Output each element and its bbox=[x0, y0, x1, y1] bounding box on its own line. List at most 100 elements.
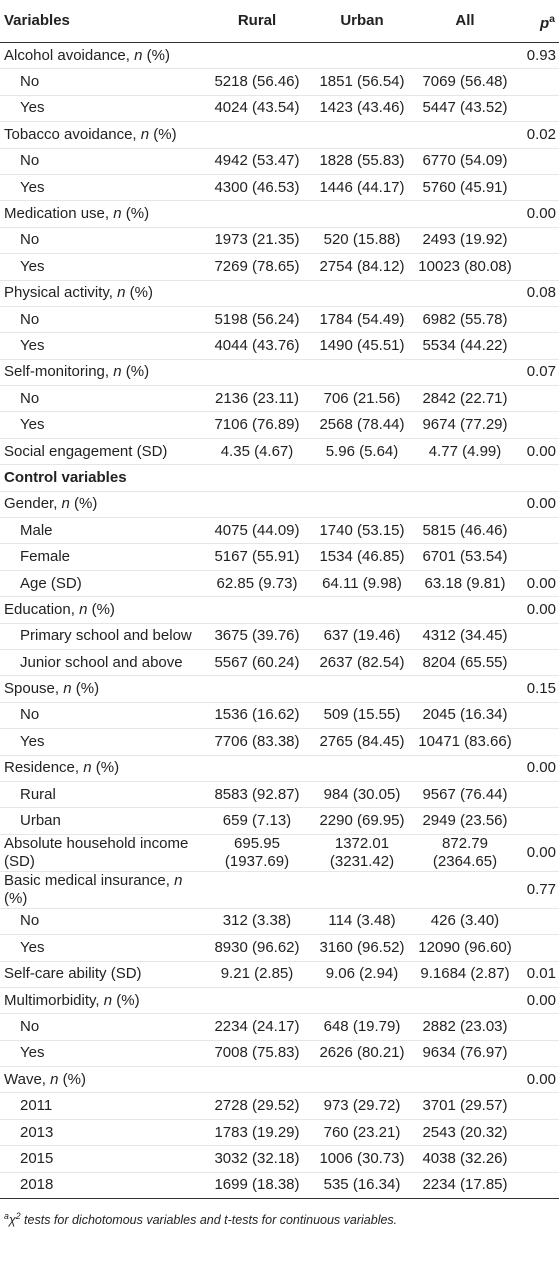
value-cell: 0.00 bbox=[516, 987, 559, 1015]
label: Junior school and above bbox=[20, 653, 183, 671]
label: Residence, bbox=[4, 759, 84, 777]
label-cell: 2011 bbox=[0, 1092, 204, 1120]
table-row: 2018 1699 (18.38) 535 (16.34) 2234 (17.85) bbox=[0, 1172, 559, 1200]
label: Yes bbox=[20, 938, 45, 956]
header-cell: All bbox=[414, 0, 516, 43]
label-rest: (%) bbox=[142, 46, 170, 64]
value-cell bbox=[516, 649, 559, 677]
value: 5815 (46.46) bbox=[422, 521, 508, 539]
value: 3032 (32.18) bbox=[214, 1149, 300, 1167]
table-row: Alcohol avoidance, n (%) 0.93 bbox=[0, 42, 559, 70]
value: 12090 (96.60) bbox=[418, 938, 512, 956]
value-cell bbox=[204, 755, 310, 782]
table-row: 2011 2728 (29.52) 973 (29.72) 3701 (29.57) bbox=[0, 1092, 559, 1120]
value-cell: 2754 (84.12) bbox=[310, 253, 414, 281]
value-cell bbox=[516, 1013, 559, 1041]
label-cell: Primary school and below bbox=[0, 623, 204, 650]
value-cell bbox=[204, 596, 310, 624]
table-row: Tobacco avoidance, n (%) 0.02 bbox=[0, 121, 559, 149]
label: No bbox=[20, 73, 40, 91]
label-italic: n bbox=[79, 600, 88, 618]
value-cell bbox=[310, 596, 414, 624]
label-cell: Yes bbox=[0, 332, 204, 360]
value: 0.00 bbox=[526, 1070, 556, 1088]
table-row: Yes 7269 (78.65) 2754 (84.12) 10023 (80.08) bbox=[0, 253, 559, 281]
value: 2842 (22.71) bbox=[422, 389, 508, 407]
section-row: Control variables bbox=[0, 464, 559, 492]
table-row: Male 4075 (44.09) 1740 (53.15) 5815 (46.46) bbox=[0, 517, 559, 545]
value: 7106 (76.89) bbox=[214, 416, 300, 434]
label-italic: n bbox=[113, 363, 122, 381]
value-cell: 1372.01 (3231.42) bbox=[310, 834, 414, 872]
value-cell: 426 (3.40) bbox=[414, 908, 516, 936]
label-cell: Rural bbox=[0, 781, 204, 809]
value-cell: 0.00 bbox=[516, 596, 559, 624]
label-italic: n bbox=[83, 759, 92, 777]
value: 7069 (56.48) bbox=[422, 73, 508, 91]
label-rest: (%) bbox=[4, 889, 28, 907]
table-row: Yes 4024 (43.54) 1423 (43.46) 5447 (43.52) bbox=[0, 95, 559, 123]
value: 1784 (54.49) bbox=[319, 310, 405, 328]
value-cell bbox=[414, 42, 516, 70]
value-cell: 2842 (22.71) bbox=[414, 385, 516, 413]
value-cell bbox=[516, 517, 559, 545]
value-cell: 1490 (45.51) bbox=[310, 332, 414, 360]
value-cell bbox=[414, 121, 516, 149]
value-cell bbox=[310, 491, 414, 519]
value: 5567 (60.24) bbox=[214, 653, 300, 671]
value-cell bbox=[516, 908, 559, 936]
label-cell: Yes bbox=[0, 728, 204, 756]
value-cell bbox=[204, 280, 310, 307]
table-row: Absolute household income (SD) 695.95 (19… bbox=[0, 834, 559, 872]
label-cell: Yes bbox=[0, 174, 204, 202]
label-cell: Yes bbox=[0, 411, 204, 439]
value-cell: 63.18 (9.81) bbox=[414, 570, 516, 598]
label: Male bbox=[20, 521, 53, 539]
value-cell: 1973 (21.35) bbox=[204, 227, 310, 255]
value-cell bbox=[414, 200, 516, 228]
value-cell: 0.07 bbox=[516, 359, 559, 387]
label-cell: No bbox=[0, 68, 204, 96]
superscript: a bbox=[549, 12, 555, 25]
value: 2728 (29.52) bbox=[214, 1097, 300, 1115]
value-cell: 4942 (53.47) bbox=[204, 148, 310, 175]
value-cell bbox=[204, 1066, 310, 1094]
value: 4942 (53.47) bbox=[214, 152, 300, 170]
label: 2018 bbox=[20, 1176, 54, 1194]
footnote-text: tests for dichotomous variables and t-te… bbox=[20, 1213, 398, 1228]
label-italic: n bbox=[174, 871, 183, 889]
value: 9.1684 (2.87) bbox=[420, 965, 510, 983]
value: 0.01 bbox=[526, 965, 556, 983]
value-cell: 1423 (43.46) bbox=[310, 95, 414, 123]
label-rest: (%) bbox=[121, 363, 150, 381]
value-cell: 5218 (56.46) bbox=[204, 68, 310, 96]
value: 1534 (46.85) bbox=[319, 548, 405, 566]
value-cell bbox=[204, 200, 310, 228]
value: 0.15 bbox=[526, 680, 556, 698]
table-row: Self-monitoring, n (%) 0.07 bbox=[0, 359, 559, 387]
label-cell: Yes bbox=[0, 95, 204, 123]
value-cell: 695.95 (1937.69) bbox=[204, 834, 310, 872]
value-cell: 0.00 bbox=[516, 200, 559, 228]
value-cell: 659 (7.13) bbox=[204, 807, 310, 835]
value: 2493 (19.92) bbox=[422, 231, 508, 249]
value: 659 (7.13) bbox=[222, 812, 292, 830]
value-cell bbox=[516, 543, 559, 571]
value: 0.00 bbox=[526, 205, 556, 223]
label-cell: Junior school and above bbox=[0, 649, 204, 677]
value-cell bbox=[414, 280, 516, 307]
label-italic: n bbox=[113, 205, 122, 223]
label: Female bbox=[20, 548, 71, 566]
table-row: Primary school and below 3675 (39.76) 637 … bbox=[0, 623, 559, 650]
value-cell: 2493 (19.92) bbox=[414, 227, 516, 255]
value: 7706 (83.38) bbox=[214, 732, 300, 750]
value-cell: 1784 (54.49) bbox=[310, 306, 414, 334]
value: 872.79 (2364.65) bbox=[432, 834, 498, 870]
value: 0.08 bbox=[526, 284, 556, 302]
value: 2765 (84.45) bbox=[319, 732, 405, 750]
value: 4.35 (4.67) bbox=[220, 442, 294, 460]
value-cell: 8930 (96.62) bbox=[204, 934, 310, 962]
label-cell: Medication use, n (%) bbox=[0, 200, 204, 228]
value-cell bbox=[516, 702, 559, 730]
value: 1740 (53.15) bbox=[319, 521, 405, 539]
